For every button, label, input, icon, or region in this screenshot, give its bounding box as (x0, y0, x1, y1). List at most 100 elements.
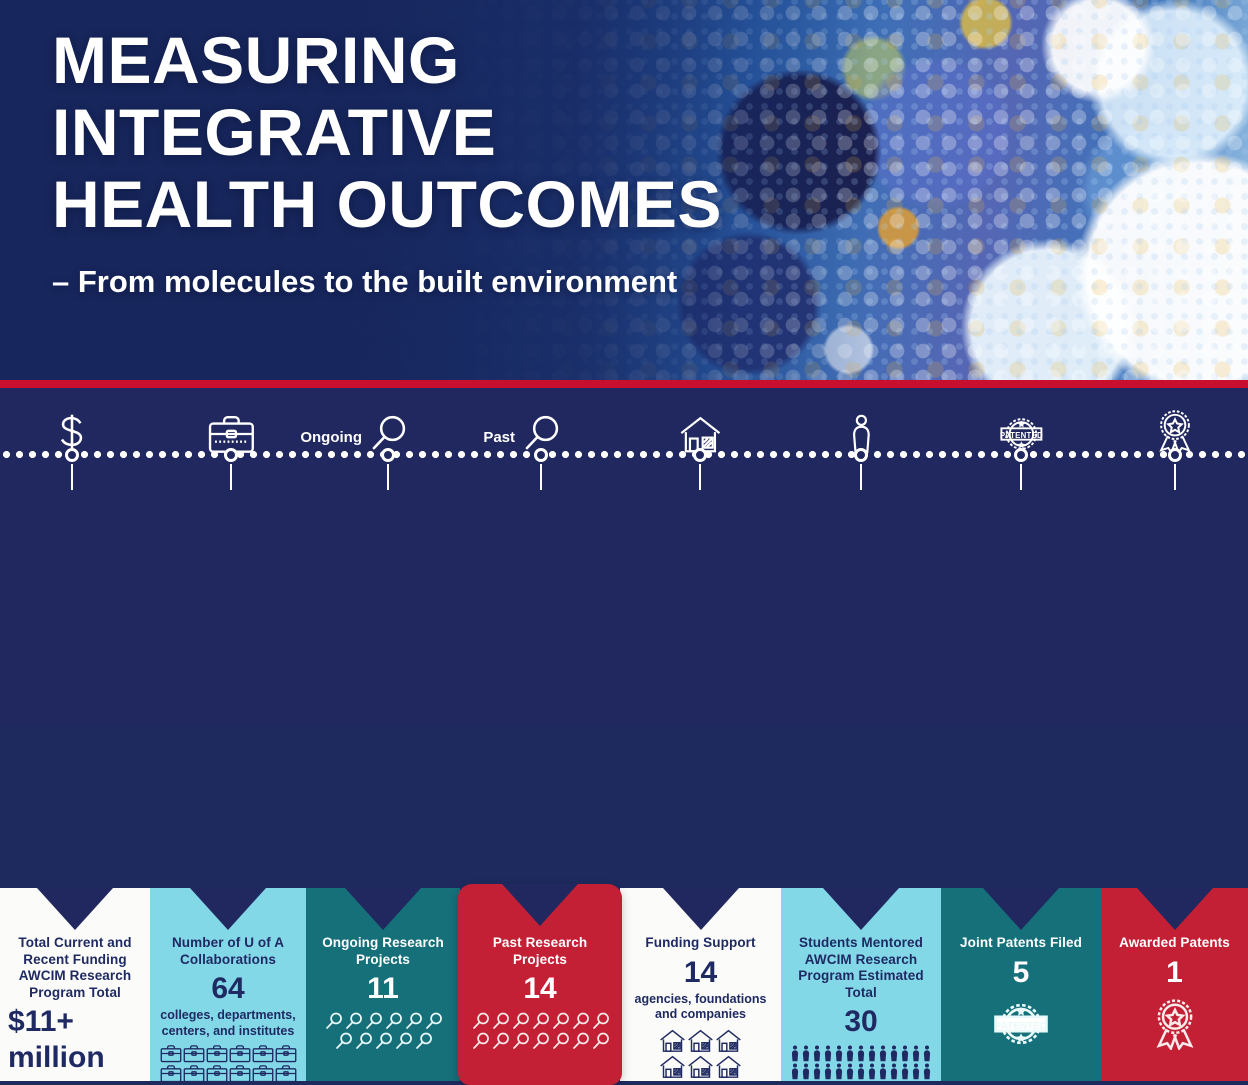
magnifier-icon (511, 1012, 530, 1031)
card-notch (345, 888, 421, 930)
card-pictogram-group (789, 1045, 933, 1081)
card-notch (502, 884, 578, 926)
stat-card-2[interactable]: Number of U of A Collaborations 64 college… (150, 888, 306, 1081)
stats-band: Ongoing Past PATENTED (0, 388, 1248, 1085)
magnifier-icon (591, 1032, 610, 1051)
person-icon (845, 1063, 855, 1080)
briefcase-icon (206, 1044, 228, 1063)
magnifier-icon (404, 1012, 423, 1031)
card-value: 30 (844, 1005, 878, 1038)
magnifier-icon (364, 1012, 383, 1031)
magnifier-icon (508, 400, 574, 454)
house-icon (715, 1028, 742, 1053)
timeline-node-stem (540, 464, 542, 490)
person-icon (911, 1063, 921, 1080)
magnifier-icon (491, 1032, 510, 1051)
title-line-2: INTEGRATIVE (52, 95, 497, 169)
card-notch (983, 888, 1059, 930)
briefcase-icon (183, 1044, 205, 1063)
card-title: Number of U of A Collaborations (171, 935, 285, 967)
person-icon (834, 1045, 844, 1062)
card-subtitle: agencies, foundations and companies (634, 991, 767, 1022)
timeline-node-stem (860, 464, 862, 490)
timeline-node-dot (65, 448, 79, 462)
timeline-node-dot (1168, 448, 1182, 462)
timeline-node-dot (534, 448, 548, 462)
card-notch (662, 888, 739, 930)
person-icon (812, 1063, 822, 1080)
card-pictogram-group (651, 1028, 751, 1082)
magnifier-icon (551, 1032, 570, 1051)
briefcase-icon (206, 1064, 228, 1081)
card-pictogram-group (470, 1012, 610, 1051)
magnifier-icon (355, 400, 421, 454)
timeline-node-stem (699, 464, 701, 490)
svg-text:PATENTED: PATENTED (995, 1020, 1047, 1031)
card-notch (190, 888, 266, 930)
briefcase-icon (160, 1044, 182, 1063)
card-notch (37, 888, 113, 930)
card-value: 1 (1166, 955, 1183, 989)
card-value: 64 (211, 972, 245, 1005)
dollar-sign-icon (39, 400, 105, 454)
briefcase-icon (183, 1064, 205, 1081)
magnifier-icon (471, 1032, 490, 1051)
magnifier-icon (471, 1012, 490, 1031)
stat-card-5[interactable]: Funding Support 14 agencies, foundations a… (620, 888, 781, 1081)
card-title: Awarded Patents (1119, 935, 1230, 950)
magnifier-icon (374, 1032, 393, 1051)
header-scrim (0, 0, 1248, 380)
person-icon (790, 1045, 800, 1062)
person-icon (790, 1063, 800, 1080)
timeline-node-dot (854, 448, 868, 462)
magnifier-icon (334, 1032, 353, 1051)
card-pictogram-group (314, 1012, 452, 1051)
magnifier-icon (424, 1012, 443, 1031)
magnifier-icon (571, 1032, 590, 1051)
person-icon (922, 1063, 932, 1080)
stat-card-3[interactable]: Ongoing Research Projects 11 (306, 888, 460, 1081)
timeline-node-stem (71, 464, 73, 490)
briefcase-icon (160, 1064, 182, 1081)
timeline-node-dot (381, 448, 395, 462)
timeline-node-dot (1014, 448, 1028, 462)
house-icon (687, 1080, 714, 1082)
person-icon (878, 1063, 888, 1080)
timeline-node-stem (387, 464, 389, 490)
person-icon (889, 1063, 899, 1080)
stat-card-7[interactable]: Joint Patents Filed 5 PATENTED (941, 888, 1101, 1081)
person-icon (823, 1045, 833, 1062)
stat-card-8[interactable]: Awarded Patents 1 (1101, 888, 1248, 1081)
stat-card-1[interactable]: Total Current and Recent Funding AWCIM R… (0, 888, 150, 1081)
red-divider-rule (0, 380, 1248, 388)
timeline: Ongoing Past PATENTED (0, 388, 1248, 508)
card-pictogram-group (158, 1044, 298, 1081)
card-title: Students Mentored AWCIM Research Program… (798, 935, 924, 1000)
magnifier-icon (414, 1032, 433, 1051)
card-title: Total Current and Recent Funding AWCIM R… (18, 935, 132, 1000)
person-icon (900, 1063, 910, 1080)
card-title: Past Research Projects (492, 935, 588, 967)
timeline-node-dot (693, 448, 707, 462)
house-icon (659, 1054, 686, 1079)
house-icon (687, 1028, 714, 1053)
card-title: Funding Support (645, 935, 756, 950)
person-icon (823, 1063, 833, 1080)
magnifier-icon (384, 1012, 403, 1031)
card-title: Ongoing Research Projects (322, 935, 444, 967)
stat-card-4[interactable]: Past Research Projects 14 (458, 884, 622, 1085)
briefcase-icon (275, 1044, 297, 1063)
patented-badge-icon: PATENTED (990, 998, 1052, 1055)
house-icon (659, 1028, 686, 1053)
card-value: 14 (523, 972, 557, 1005)
stat-card-6[interactable]: Students Mentored AWCIM Research Program… (781, 888, 941, 1081)
timeline-node-dot (224, 448, 238, 462)
magnifier-icon (511, 1032, 530, 1051)
person-icon (878, 1045, 888, 1062)
card-subtitle: colleges, departments, centers, and inst… (160, 1008, 296, 1038)
magnifier-icon (344, 1012, 363, 1031)
person-icon (867, 1045, 877, 1062)
magnifier-icon (531, 1032, 550, 1051)
person-icon (828, 400, 894, 454)
person-icon (867, 1063, 877, 1080)
